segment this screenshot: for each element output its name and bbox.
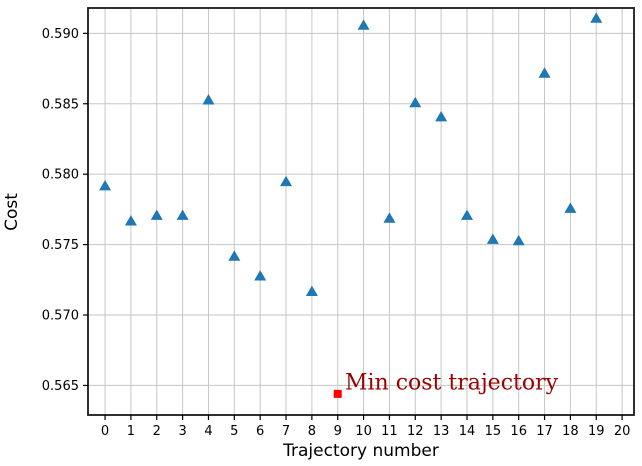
x-tick-label: 20 xyxy=(614,424,631,439)
data-point-trajectory-costs xyxy=(590,12,603,23)
x-tick-label: 12 xyxy=(407,424,424,439)
x-tick-label: 5 xyxy=(230,424,238,439)
x-tick-label: 11 xyxy=(381,424,398,439)
data-point-trajectory-costs xyxy=(99,179,112,191)
x-tick-label: 13 xyxy=(433,424,450,439)
x-tick-label: 7 xyxy=(282,424,290,439)
x-tick-label: 4 xyxy=(204,424,212,439)
x-axis-label: Trajectory number xyxy=(282,441,439,461)
y-axis-label: Cost xyxy=(2,193,22,231)
annotation-layer: Min cost trajectory xyxy=(345,371,559,396)
y-tick-label: 0.575 xyxy=(42,238,79,253)
data-point-trajectory-costs xyxy=(124,215,137,226)
data-point-trajectory-costs xyxy=(202,94,215,105)
x-tick-label: 1 xyxy=(127,424,135,439)
data-point-trajectory-costs xyxy=(280,175,293,187)
x-tick-label: 17 xyxy=(536,424,553,439)
x-tick-label: 0 xyxy=(101,424,109,439)
x-tick-label: 8 xyxy=(308,424,316,439)
data-point-trajectory-costs xyxy=(254,270,267,281)
data-point-min-cost-trajectory xyxy=(333,389,342,398)
axis-ticks xyxy=(83,32,623,420)
data-point-trajectory-costs xyxy=(435,110,448,122)
data-point-trajectory-costs xyxy=(176,209,189,220)
data-point-trajectory-costs xyxy=(305,285,318,296)
x-tick-label: 2 xyxy=(153,424,161,439)
y-tick-label: 0.565 xyxy=(42,379,79,394)
data-point-trajectory-costs xyxy=(460,209,473,220)
data-point-trajectory-costs xyxy=(150,209,163,220)
y-tick-label: 0.585 xyxy=(42,97,79,112)
x-tick-label: 18 xyxy=(562,424,579,439)
x-tick-label: 16 xyxy=(510,424,527,439)
x-tick-label: 10 xyxy=(355,424,372,439)
data-point-trajectory-costs xyxy=(383,212,396,223)
data-points xyxy=(99,12,603,398)
grid-lines xyxy=(88,8,634,415)
data-point-trajectory-costs xyxy=(486,233,499,244)
data-point-trajectory-costs xyxy=(357,19,370,30)
x-tick-label: 6 xyxy=(256,424,264,439)
x-tick-label: 19 xyxy=(588,424,605,439)
data-point-trajectory-costs xyxy=(228,250,241,261)
y-tick-label: 0.590 xyxy=(42,27,79,42)
annotation-min-cost: Min cost trajectory xyxy=(345,371,559,396)
x-tick-label: 15 xyxy=(485,424,502,439)
x-tick-label: 9 xyxy=(334,424,342,439)
data-point-trajectory-costs xyxy=(564,202,577,213)
tick-labels: 0 1 2 3 4 5 6 7 8 9 10 11 12 13 14 15 16 17 18 19 200.5650.5… xyxy=(42,27,631,439)
y-tick-label: 0.580 xyxy=(42,168,79,183)
plot-border xyxy=(87,7,635,416)
data-point-trajectory-costs xyxy=(538,67,551,78)
x-tick-label: 14 xyxy=(459,424,476,439)
y-tick-label: 0.570 xyxy=(42,309,79,324)
x-tick-label: 3 xyxy=(178,424,186,439)
data-point-trajectory-costs xyxy=(409,96,422,108)
data-point-trajectory-costs xyxy=(512,234,525,246)
